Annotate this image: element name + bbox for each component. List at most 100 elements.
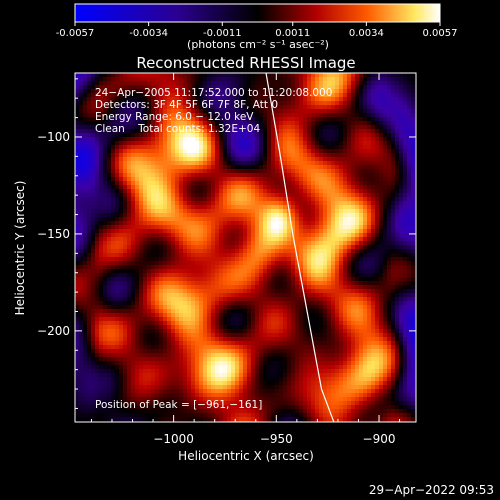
heatmap-cell bbox=[271, 261, 275, 265]
heatmap-cell bbox=[363, 121, 367, 125]
heatmap-cell bbox=[319, 113, 323, 117]
heatmap-cell bbox=[191, 241, 195, 245]
heatmap-cell bbox=[351, 257, 355, 261]
heatmap-cell bbox=[175, 173, 179, 177]
heatmap-cell bbox=[79, 153, 83, 157]
heatmap-cell bbox=[255, 289, 259, 293]
heatmap-cell bbox=[291, 133, 295, 137]
heatmap-cell bbox=[155, 157, 159, 161]
heatmap-cell bbox=[83, 261, 87, 265]
heatmap-cell bbox=[131, 237, 135, 241]
heatmap-cell bbox=[163, 225, 167, 229]
heatmap-cell bbox=[263, 233, 267, 237]
heatmap-cell bbox=[87, 281, 91, 285]
heatmap-cell bbox=[211, 205, 215, 209]
heatmap-cell bbox=[123, 237, 127, 241]
heatmap-cell bbox=[263, 297, 267, 301]
heatmap-cell bbox=[83, 205, 87, 209]
heatmap-cell bbox=[135, 81, 139, 85]
heatmap-cell bbox=[143, 77, 147, 81]
heatmap-cell bbox=[315, 157, 319, 161]
heatmap-cell bbox=[295, 149, 299, 153]
heatmap-cell bbox=[307, 261, 311, 265]
heatmap-cell bbox=[211, 209, 215, 213]
heatmap-cell bbox=[223, 281, 227, 285]
heatmap-cell bbox=[87, 85, 91, 89]
heatmap-cell bbox=[231, 197, 235, 201]
heatmap-cell bbox=[147, 201, 151, 205]
heatmap-cell bbox=[387, 85, 391, 89]
heatmap-cell bbox=[87, 125, 91, 129]
heatmap-cell bbox=[355, 129, 359, 133]
heatmap-cell bbox=[155, 217, 159, 221]
heatmap-cell bbox=[215, 253, 219, 257]
heatmap-cell bbox=[91, 169, 95, 173]
heatmap-cell bbox=[339, 113, 343, 117]
heatmap-cell bbox=[139, 261, 143, 265]
heatmap-cell bbox=[371, 105, 375, 109]
heatmap-cell bbox=[355, 217, 359, 221]
heatmap-cell bbox=[131, 225, 135, 229]
heatmap-cell bbox=[323, 209, 327, 213]
heatmap-cell bbox=[191, 213, 195, 217]
heatmap-cell bbox=[371, 265, 375, 269]
heatmap-cell bbox=[375, 81, 379, 85]
heatmap-cell bbox=[211, 73, 215, 77]
heatmap-cell bbox=[351, 149, 355, 153]
heatmap-cell bbox=[83, 121, 87, 125]
heatmap-cell bbox=[263, 165, 267, 169]
heatmap-cell bbox=[307, 205, 311, 209]
heatmap-cell bbox=[187, 269, 191, 273]
heatmap-cell bbox=[107, 189, 111, 193]
heatmap-cell bbox=[95, 137, 99, 141]
heatmap-cell bbox=[303, 201, 307, 205]
heatmap-cell bbox=[231, 145, 235, 149]
heatmap-cell bbox=[183, 197, 187, 201]
heatmap-cell bbox=[343, 93, 347, 97]
heatmap-cell bbox=[159, 137, 163, 141]
heatmap-cell bbox=[203, 241, 207, 245]
heatmap-cell bbox=[135, 177, 139, 181]
heatmap-cell bbox=[171, 181, 175, 185]
heatmap-cell bbox=[411, 189, 415, 193]
heatmap-cell bbox=[335, 293, 339, 297]
heatmap-cell bbox=[315, 137, 319, 141]
heatmap-cell bbox=[219, 77, 223, 81]
heatmap-cell bbox=[327, 257, 331, 261]
heatmap-cell bbox=[179, 169, 183, 173]
heatmap-cell bbox=[259, 209, 263, 213]
heatmap-cell bbox=[243, 205, 247, 209]
heatmap-cell bbox=[83, 181, 87, 185]
heatmap-cell bbox=[403, 269, 407, 273]
heatmap-cell bbox=[147, 249, 151, 253]
heatmap-cell bbox=[139, 237, 143, 241]
heatmap-cell bbox=[367, 297, 371, 301]
heatmap-cell bbox=[203, 269, 207, 273]
heatmap-cell bbox=[151, 77, 155, 81]
heatmap-cell bbox=[339, 169, 343, 173]
heatmap-cell bbox=[403, 81, 407, 85]
heatmap-cell bbox=[391, 153, 395, 157]
heatmap-cell bbox=[195, 197, 199, 201]
heatmap-cell bbox=[179, 293, 183, 297]
heatmap-cell bbox=[371, 261, 375, 265]
heatmap-cell bbox=[391, 281, 395, 285]
heatmap-cell bbox=[239, 285, 243, 289]
heatmap-cell bbox=[379, 165, 383, 169]
heatmap-cell bbox=[319, 301, 323, 305]
heatmap-cell bbox=[219, 297, 223, 301]
heatmap-cell bbox=[307, 177, 311, 181]
heatmap-cell bbox=[171, 273, 175, 277]
heatmap-cell bbox=[183, 221, 187, 225]
heatmap-cell bbox=[255, 301, 259, 305]
heatmap-cell bbox=[275, 197, 279, 201]
heatmap-cell bbox=[87, 193, 91, 197]
heatmap-cell bbox=[143, 257, 147, 261]
heatmap-cell bbox=[103, 81, 107, 85]
heatmap-cell bbox=[315, 289, 319, 293]
heatmap-cell bbox=[275, 221, 279, 225]
heatmap-cell bbox=[355, 137, 359, 141]
heatmap-cell bbox=[347, 261, 351, 265]
heatmap-cell bbox=[383, 185, 387, 189]
heatmap-cell bbox=[411, 177, 415, 181]
